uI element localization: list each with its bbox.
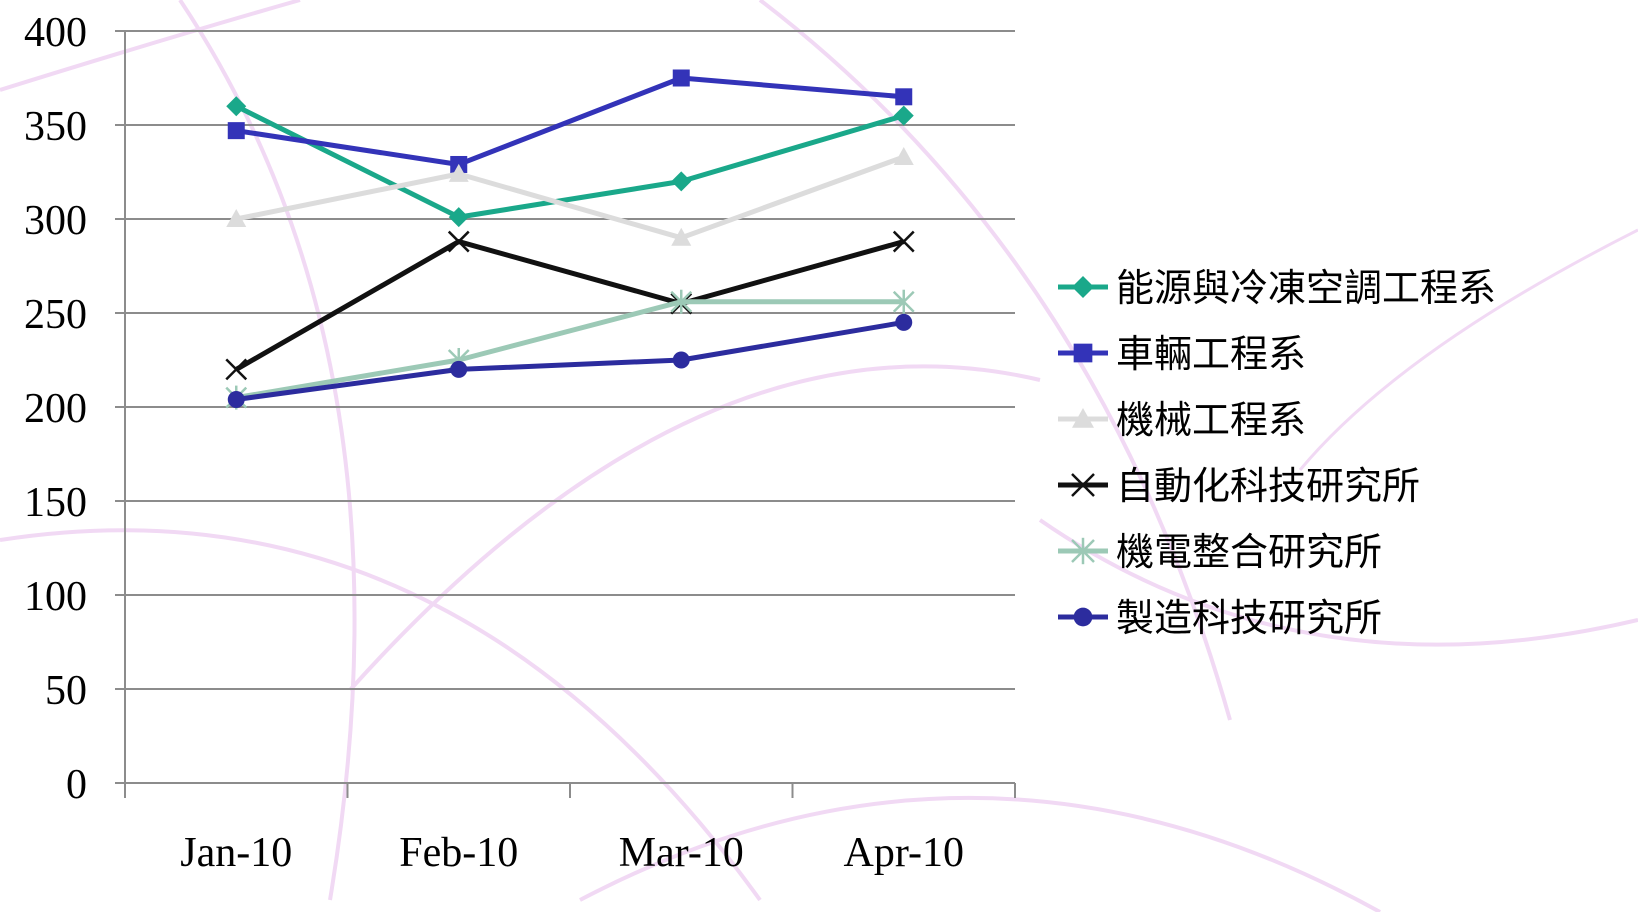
y-tick-label: 150 [24,480,87,526]
marker-square [1073,343,1093,363]
marker-circle [672,351,690,369]
marker-x [447,230,470,253]
marker-triangle [893,146,914,165]
x-tick-label: Mar-10 [619,830,744,876]
series-line [235,103,905,220]
marker-diamond [448,207,469,228]
legend-label: 機械工程系 [1116,398,1306,442]
marker-square [895,88,913,106]
marker-square [227,122,245,140]
y-tick-label: 50 [45,668,87,714]
y-tick-label: 300 [24,198,87,244]
legend-item: 機電整合研究所 [1058,530,1382,574]
x-tick-label: Feb-10 [399,830,518,876]
series-line [235,75,904,167]
legend-item: 自動化科技研究所 [1058,464,1420,508]
series [225,69,915,410]
series-line [235,299,904,401]
marker-diamond [671,171,692,192]
marker-star [892,289,915,314]
legend-item: 製造科技研究所 [1058,596,1382,640]
y-tick-label: 400 [24,10,87,56]
marker-x [892,230,915,253]
marker-star [670,289,693,314]
marker-diamond [1072,276,1094,298]
legend-label: 車輛工程系 [1116,332,1306,376]
marker-triangle [671,227,692,246]
series-1 [226,96,914,228]
marker-triangle [226,209,247,227]
legend-item: 能源與冷凍空調工程系 [1058,266,1496,310]
marker-circle [227,390,245,408]
marker-circle [1073,607,1093,627]
marker-x-stroke [225,358,248,381]
grid [125,30,1015,690]
series-line [235,239,905,372]
y-tick-label: 0 [66,762,87,808]
marker-x-stroke [1071,473,1095,497]
series-5 [225,289,915,410]
marker-x [1071,473,1095,497]
legend-label: 自動化科技研究所 [1116,464,1420,508]
legend-label: 能源與冷凍空調工程系 [1116,266,1496,310]
series-line [235,154,905,241]
marker-triangle [448,163,469,182]
marker-circle [895,313,913,331]
series-2 [227,69,913,173]
axes: 0 50 100 150 200 250 300 350 400 Jan-10 Feb-10 Mar-… [24,10,1016,876]
legend-label: 製造科技研究所 [1116,596,1382,640]
x-tick-label: Jan-10 [180,830,292,876]
marker-star [1071,537,1095,565]
series-3 [226,146,914,246]
marker-square [672,69,690,87]
legend-item: 機械工程系 [1058,398,1306,442]
legend-item: 車輛工程系 [1058,332,1306,376]
y-tick-label: 200 [24,386,87,432]
series-6 [227,313,913,408]
legend: 能源與冷凍空調工程系車輛工程系機械工程系自動化科技研究所機電整合研究所製造科技研… [1058,266,1496,640]
marker-x-stroke [447,230,470,253]
y-tick-label: 350 [24,104,87,150]
marker-circle [450,360,468,378]
marker-diamond [893,105,914,126]
y-tick-label: 250 [24,292,87,338]
marker-triangle [1072,408,1094,428]
marker-diamond [226,96,247,117]
marker-x [225,358,248,381]
x-tick-label: Apr-10 [844,830,964,876]
series-line [235,319,905,402]
legend-label: 機電整合研究所 [1116,530,1382,574]
y-tick-label: 100 [24,574,87,620]
marker-x-stroke [892,230,915,253]
